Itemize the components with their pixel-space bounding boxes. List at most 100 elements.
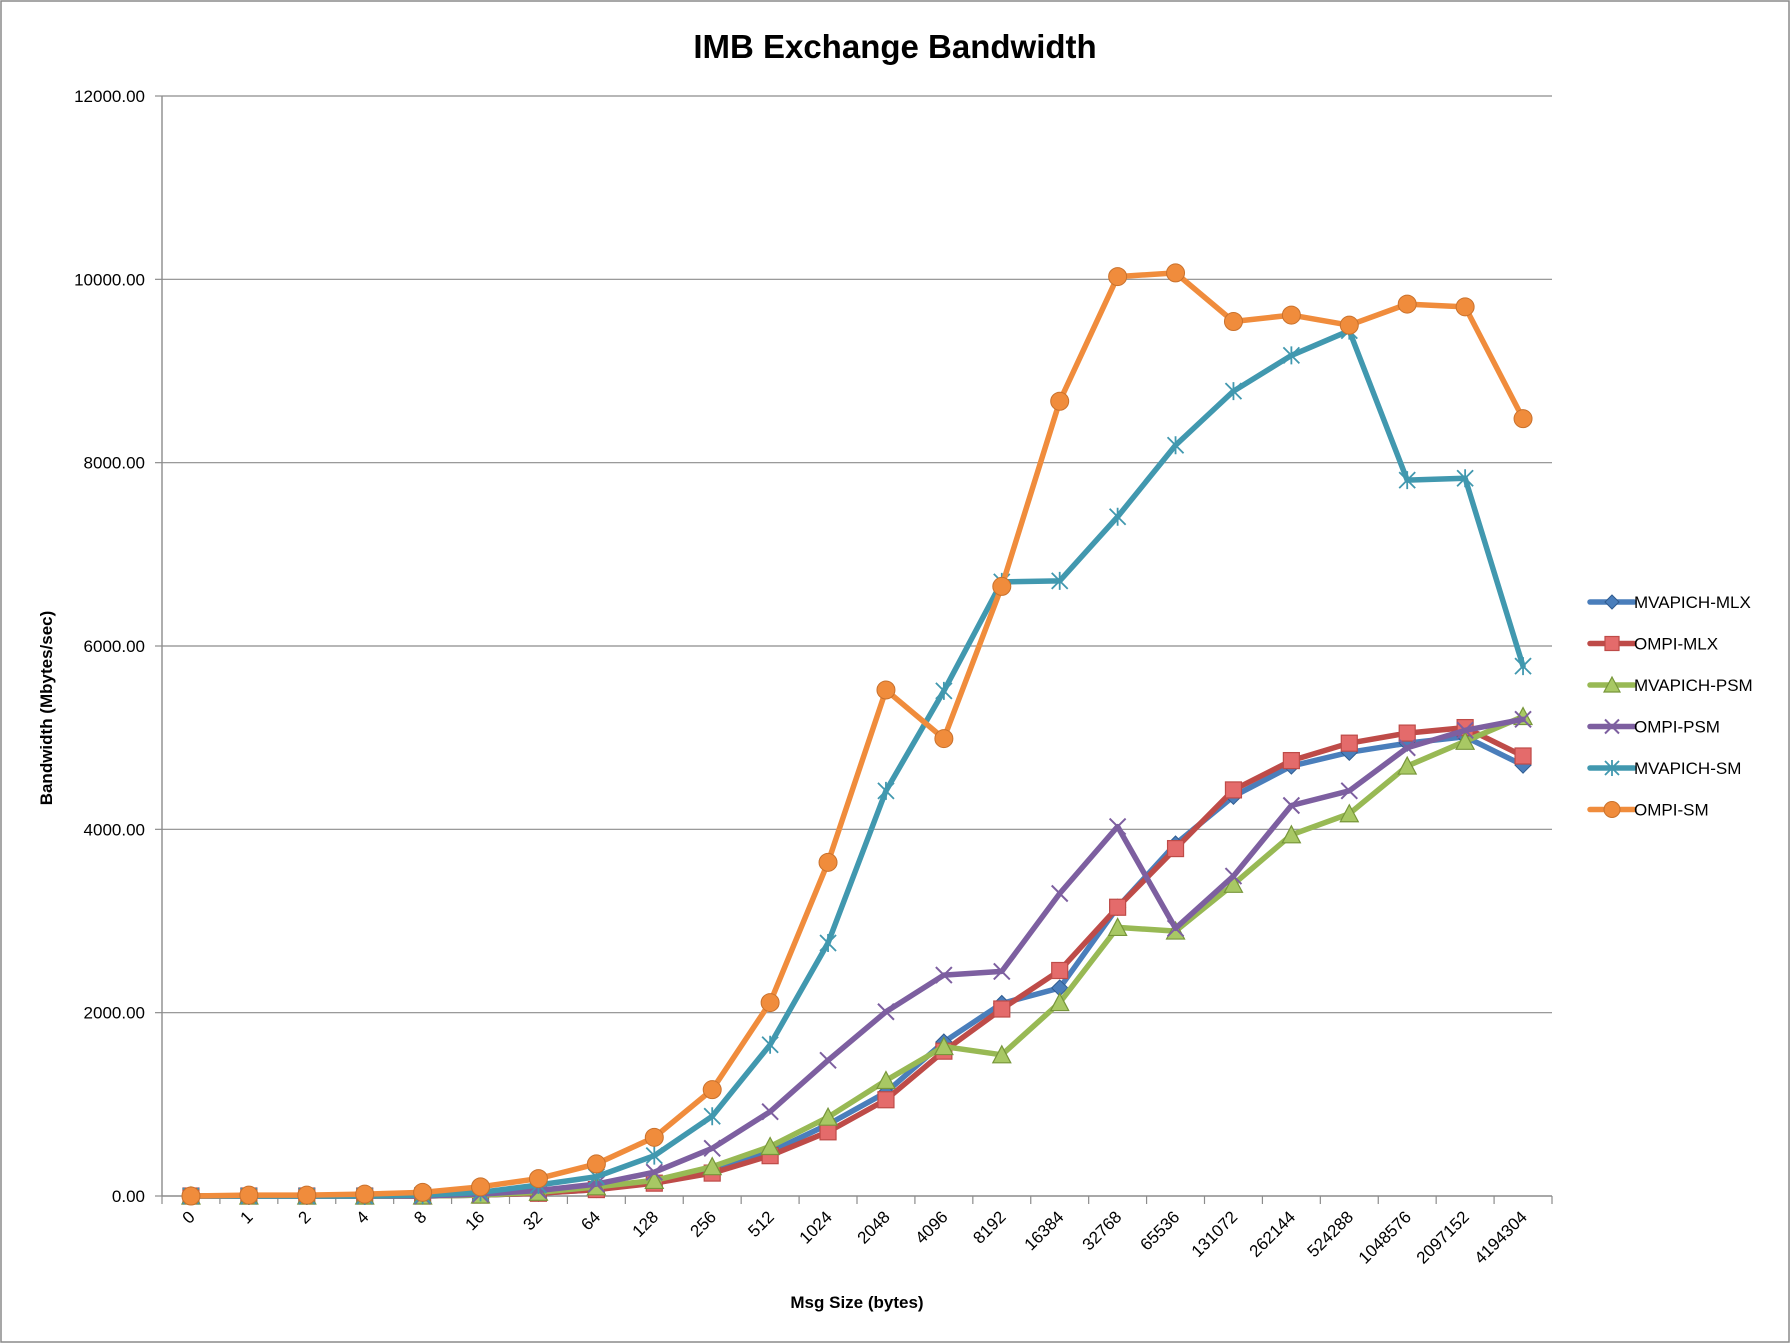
data-point [1166, 839, 1185, 858]
legend-label: OMPI-MLX [1634, 635, 1718, 654]
data-point [761, 1035, 779, 1054]
y-tick-label: 12000.00 [74, 87, 145, 106]
data-point [1049, 992, 1070, 1012]
legend-marker [1604, 635, 1620, 652]
legend-label: MVAPICH-PSM [1634, 676, 1753, 695]
data-point [1223, 312, 1243, 331]
data-point [876, 680, 896, 700]
data-point [935, 681, 953, 700]
data-point [1339, 315, 1359, 335]
legend: MVAPICH-MLX OMPI-MLX MVAPICH-PSM OMPI-PSM MV… [1587, 593, 1753, 820]
data-point [993, 1000, 1011, 1018]
legend-item: OMPI-SM [1587, 801, 1709, 820]
data-point [1108, 507, 1127, 526]
data-point [1107, 917, 1128, 937]
gridlines [162, 95, 1552, 1014]
data-point [413, 1182, 433, 1202]
legend-item: MVAPICH-PSM [1587, 675, 1753, 695]
x-axis-title: Msg Size (bytes) [790, 1293, 923, 1312]
data-point [1050, 391, 1070, 411]
y-tick-label: 0.00 [112, 1187, 145, 1206]
legend-label: OMPI-PSM [1634, 718, 1720, 737]
data-point [877, 1003, 895, 1021]
legend-marker [1603, 675, 1621, 693]
legend-item: OMPI-PSM [1587, 718, 1720, 737]
data-point [1281, 824, 1302, 844]
data-point [760, 1136, 781, 1156]
data-point [761, 1102, 779, 1121]
data-point [992, 576, 1012, 596]
data-point [760, 993, 780, 1013]
legend-label: MVAPICH-MLX [1634, 593, 1751, 612]
data-point [819, 934, 837, 952]
data-point [1166, 263, 1186, 283]
y-tick-label: 6000.00 [84, 637, 145, 656]
data-point [1108, 817, 1127, 836]
y-tick-label: 8000.00 [84, 454, 145, 473]
data-point [1398, 724, 1416, 742]
data-point [702, 1156, 723, 1176]
data-point [181, 1186, 201, 1206]
data-point [586, 1154, 606, 1174]
data-point [993, 962, 1011, 981]
data-point [1513, 409, 1533, 429]
data-point [1166, 436, 1185, 455]
data-point [1456, 721, 1474, 740]
data-point [1397, 294, 1417, 314]
data-point [471, 1177, 491, 1197]
data-point [1398, 739, 1416, 757]
y-axis-title: Bandwidth (Mbytes/sec) [37, 611, 56, 806]
chart-title: IMB Exchange Bandwidth [693, 28, 1096, 65]
data-point [877, 1091, 895, 1109]
data-point [1514, 657, 1532, 676]
data-point [1397, 755, 1418, 775]
series-group [180, 263, 1534, 1206]
data-point [1455, 731, 1476, 750]
data-point [1514, 710, 1532, 729]
data-point [818, 852, 838, 872]
data-point [1282, 796, 1301, 815]
data-point [1339, 803, 1360, 823]
data-point [1282, 751, 1300, 770]
legend-item: OMPI-MLX [1587, 635, 1718, 654]
data-point [1282, 346, 1301, 365]
data-point [1166, 919, 1185, 938]
data-point [1224, 781, 1243, 799]
data-point [1109, 898, 1127, 916]
data-point [935, 966, 953, 984]
legend-marker [1604, 760, 1620, 776]
data-point [875, 1070, 896, 1090]
data-point [819, 1123, 837, 1141]
data-point [991, 1044, 1012, 1064]
data-point [645, 1146, 663, 1165]
data-point [297, 1185, 317, 1205]
y-tick-label: 4000.00 [84, 820, 145, 839]
data-point [1051, 571, 1069, 590]
data-point [1281, 305, 1301, 325]
data-point [1051, 884, 1069, 903]
legend-label: OMPI-SM [1634, 801, 1709, 820]
data-point [1340, 782, 1358, 800]
data-point [1108, 267, 1128, 287]
legend-item: MVAPICH-SM [1587, 759, 1741, 778]
data-point [645, 1163, 663, 1181]
legend-marker [1603, 801, 1621, 818]
data-point [239, 1185, 259, 1205]
data-point [644, 1170, 665, 1190]
data-point [877, 781, 895, 800]
data-point [1224, 867, 1243, 885]
legend-marker [1604, 718, 1620, 735]
data-point [934, 729, 954, 749]
data-point [1455, 297, 1475, 317]
y-tick-label: 2000.00 [84, 1004, 145, 1023]
data-point [1514, 747, 1532, 765]
data-point [1456, 469, 1474, 488]
legend-item: MVAPICH-MLX [1587, 593, 1751, 612]
data-point [1224, 382, 1243, 401]
legend-label: MVAPICH-SM [1634, 759, 1741, 778]
data-point [1340, 734, 1358, 752]
data-point [644, 1127, 664, 1147]
